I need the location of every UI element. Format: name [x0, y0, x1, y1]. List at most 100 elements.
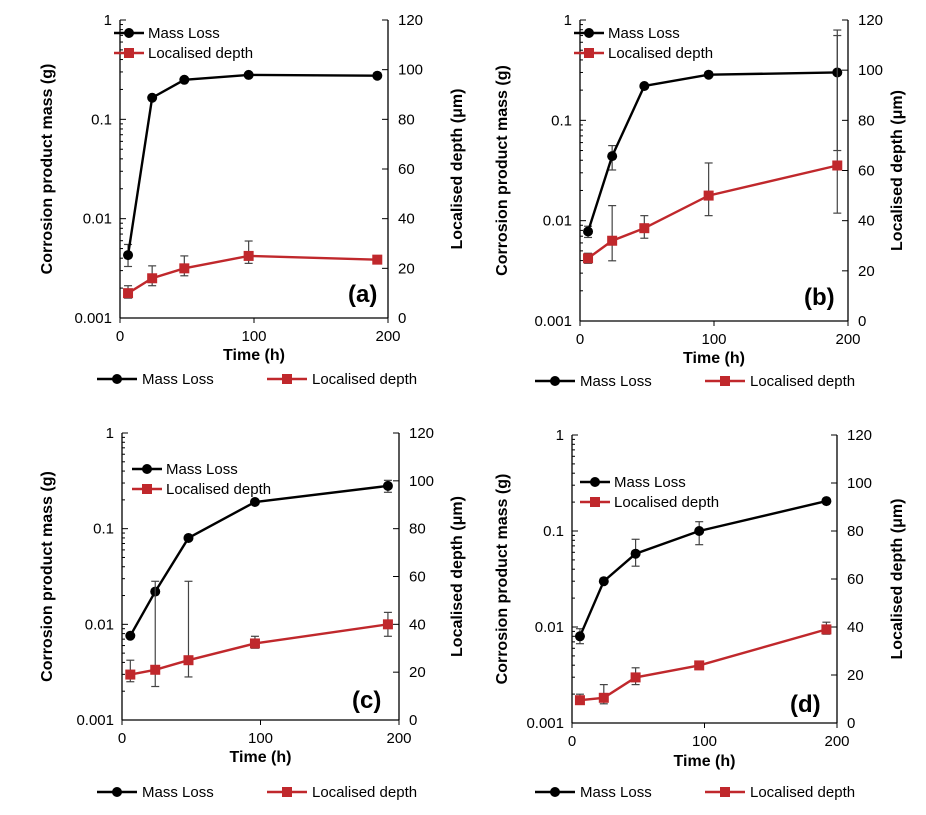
left-tick-label: 1 [106, 425, 114, 442]
bottom-legend-marker [282, 787, 292, 797]
data-point [183, 655, 194, 666]
data-point [703, 190, 714, 201]
right-tick-label: 40 [398, 211, 415, 228]
data-point [574, 631, 585, 642]
legend-label: Localised depth [608, 45, 713, 62]
data-point [703, 69, 714, 80]
series-localised-depth [125, 580, 393, 688]
right-tick-label: 20 [409, 664, 426, 681]
right-y-axis-title: Localised depth (μm) [449, 89, 466, 250]
series-mass-loss [583, 34, 843, 239]
data-point [382, 619, 393, 630]
bottom-legend-marker [112, 374, 122, 384]
right-y-axis-title: Localised depth (μm) [449, 496, 466, 657]
series-localised-depth [123, 240, 383, 299]
left-tick-label: 0.1 [543, 523, 564, 540]
right-tick-label: 0 [858, 313, 866, 330]
legend-marker [124, 48, 134, 58]
legend-label: Localised depth [614, 494, 719, 511]
right-tick-label: 60 [409, 569, 426, 586]
right-tick-label: 20 [398, 260, 415, 277]
series-localised-depth [574, 621, 832, 706]
panel-label: (a) [348, 281, 377, 308]
bottom-legend-label: Localised depth [750, 784, 855, 801]
bottom-legend-marker [550, 787, 560, 797]
legend-label: Mass Loss [614, 474, 686, 491]
right-tick-label: 60 [847, 571, 864, 588]
data-point [150, 664, 161, 675]
left-tick-label: 0.001 [534, 313, 572, 330]
bottom-legend-marker [112, 787, 122, 797]
right-y-axis-title: Localised depth (μm) [889, 90, 906, 251]
left-tick-label: 0.001 [526, 715, 564, 732]
data-point [574, 695, 585, 706]
data-point [607, 151, 618, 162]
right-tick-label: 20 [847, 667, 864, 684]
bottom-legend-label: Mass Loss [142, 371, 214, 388]
legend-marker [584, 28, 594, 38]
data-point [639, 223, 650, 234]
legend-label: Mass Loss [608, 25, 680, 42]
series-line [130, 623, 389, 676]
data-point [630, 672, 641, 683]
x-tick-label: 0 [118, 730, 126, 747]
x-axis-title: Time (h) [230, 749, 292, 766]
bottom-legend-label: Mass Loss [580, 373, 652, 390]
right-tick-label: 120 [398, 12, 423, 29]
right-tick-label: 120 [409, 425, 434, 442]
right-tick-label: 80 [858, 112, 875, 129]
data-point [598, 692, 609, 703]
series-line [587, 164, 838, 260]
x-tick-label: 0 [568, 733, 576, 750]
right-tick-label: 100 [398, 62, 423, 79]
right-tick-label: 0 [847, 715, 855, 732]
left-y-axis-title: Corrosion product mass (g) [39, 471, 56, 682]
left-tick-label: 0.1 [91, 111, 112, 128]
panel-label: (d) [790, 691, 821, 718]
bottom-legend-marker [550, 376, 560, 386]
x-tick-label: 100 [701, 331, 726, 348]
x-tick-label: 0 [116, 328, 124, 345]
data-point [821, 624, 832, 635]
right-y-axis-title: Localised depth (μm) [889, 499, 906, 660]
data-point [583, 253, 594, 264]
legend-label: Mass Loss [166, 461, 238, 478]
bottom-legend-label: Mass Loss [580, 784, 652, 801]
legend-label: Mass Loss [148, 25, 220, 42]
data-point [630, 548, 641, 559]
data-point [583, 226, 594, 237]
x-axis-title: Time (h) [674, 753, 736, 770]
bottom-legend-marker [720, 787, 730, 797]
right-tick-label: 100 [409, 473, 434, 490]
x-tick-label: 200 [824, 733, 849, 750]
series-mass-loss [574, 496, 832, 645]
data-point [125, 669, 136, 680]
right-tick-label: 80 [398, 111, 415, 128]
left-tick-label: 0.01 [535, 619, 564, 636]
bottom-legend-label: Mass Loss [142, 784, 214, 801]
left-tick-label: 1 [556, 427, 564, 444]
x-axis-title: Time (h) [683, 350, 745, 367]
data-point [607, 235, 618, 246]
left-tick-label: 0.01 [543, 213, 572, 230]
x-tick-label: 200 [835, 331, 860, 348]
x-axis-title: Time (h) [223, 347, 285, 364]
x-tick-label: 200 [375, 328, 400, 345]
left-y-axis-title: Corrosion product mass (g) [39, 64, 56, 275]
x-tick-label: 100 [692, 733, 717, 750]
x-tick-label: 100 [241, 328, 266, 345]
right-tick-label: 40 [847, 619, 864, 636]
legend-marker [584, 48, 594, 58]
right-tick-label: 0 [398, 310, 406, 327]
data-point [694, 526, 705, 536]
bottom-legend-label: Localised depth [750, 373, 855, 390]
legend-marker [590, 497, 600, 507]
data-point [179, 263, 190, 274]
data-point [821, 496, 832, 507]
series-line [126, 73, 378, 256]
right-tick-label: 80 [847, 523, 864, 540]
bottom-legend-marker [720, 376, 730, 386]
